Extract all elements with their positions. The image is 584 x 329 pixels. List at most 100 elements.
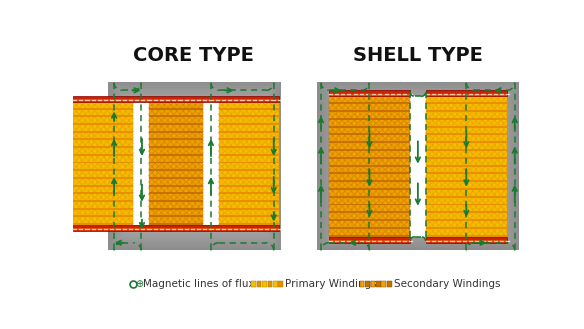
Bar xyxy=(149,208,203,210)
Bar xyxy=(149,165,203,167)
Bar xyxy=(426,237,507,243)
Bar xyxy=(73,204,134,206)
Bar xyxy=(73,112,134,114)
Bar xyxy=(426,196,507,198)
Bar xyxy=(426,110,507,112)
Bar xyxy=(426,130,507,132)
Bar xyxy=(329,130,410,132)
Bar xyxy=(329,168,410,170)
Text: Secondary Windings: Secondary Windings xyxy=(394,279,500,289)
Bar xyxy=(134,102,149,225)
Bar xyxy=(426,90,507,96)
Bar xyxy=(149,158,203,160)
Bar xyxy=(218,204,279,206)
Bar xyxy=(218,169,279,171)
Bar xyxy=(149,127,203,129)
Bar xyxy=(218,112,279,114)
Bar xyxy=(149,112,203,114)
Text: Primary Windings: Primary Windings xyxy=(286,279,377,289)
Bar xyxy=(426,180,507,182)
Bar xyxy=(218,108,279,110)
Bar xyxy=(381,281,386,288)
Bar xyxy=(149,189,203,190)
Bar xyxy=(218,192,279,194)
Bar xyxy=(149,200,203,202)
Bar xyxy=(426,98,507,100)
Bar xyxy=(149,162,203,164)
Bar xyxy=(218,146,279,148)
Bar xyxy=(73,185,134,187)
Bar xyxy=(218,102,279,225)
Bar xyxy=(73,169,134,171)
Bar xyxy=(426,168,507,170)
Bar xyxy=(218,154,279,156)
Bar xyxy=(218,150,279,152)
Bar xyxy=(365,281,370,288)
Bar xyxy=(329,164,410,166)
Bar xyxy=(426,106,507,108)
Bar xyxy=(426,188,507,190)
Bar xyxy=(329,106,410,108)
Bar xyxy=(73,212,134,214)
Bar xyxy=(218,123,279,125)
Bar xyxy=(73,165,134,167)
Bar xyxy=(218,131,279,133)
Bar xyxy=(329,134,410,136)
Bar xyxy=(329,200,410,202)
Bar xyxy=(73,196,134,198)
Bar xyxy=(149,204,203,206)
Bar xyxy=(149,104,203,106)
Bar xyxy=(203,102,218,225)
Bar xyxy=(73,150,134,152)
Bar xyxy=(329,90,410,96)
Bar xyxy=(426,126,507,128)
Bar xyxy=(426,223,507,225)
Bar xyxy=(73,228,279,230)
Bar xyxy=(426,122,507,124)
Bar xyxy=(426,149,507,151)
Bar xyxy=(218,212,279,214)
Bar xyxy=(218,139,279,140)
Bar xyxy=(426,211,507,213)
Bar xyxy=(410,96,426,237)
Bar xyxy=(73,146,134,148)
Bar xyxy=(426,134,507,136)
Bar xyxy=(426,219,507,221)
Bar xyxy=(218,189,279,190)
Bar xyxy=(73,181,134,183)
Bar xyxy=(329,141,410,143)
Bar xyxy=(426,204,507,205)
Bar xyxy=(73,225,279,231)
Bar xyxy=(279,281,283,288)
Bar xyxy=(426,227,507,229)
Bar xyxy=(329,188,410,190)
Bar xyxy=(73,208,134,210)
Bar xyxy=(73,123,134,125)
Bar xyxy=(329,237,410,243)
Bar xyxy=(149,115,203,117)
Bar xyxy=(371,281,376,288)
Bar xyxy=(149,192,203,194)
Bar xyxy=(73,119,134,121)
Bar xyxy=(218,158,279,160)
Bar xyxy=(149,181,203,183)
Bar xyxy=(329,196,410,198)
Bar xyxy=(73,173,134,175)
Bar xyxy=(262,281,267,288)
Bar xyxy=(329,98,410,100)
Bar xyxy=(218,127,279,129)
Bar xyxy=(218,165,279,167)
Bar xyxy=(329,122,410,124)
Bar xyxy=(149,177,203,179)
Bar xyxy=(73,139,134,140)
Bar xyxy=(73,215,134,217)
Bar xyxy=(267,281,272,288)
Bar xyxy=(329,192,410,194)
Bar xyxy=(149,102,203,225)
Bar xyxy=(426,157,507,159)
Bar xyxy=(73,96,279,102)
Bar xyxy=(218,200,279,202)
Bar xyxy=(218,208,279,210)
Bar xyxy=(426,153,507,155)
Bar xyxy=(329,161,410,163)
